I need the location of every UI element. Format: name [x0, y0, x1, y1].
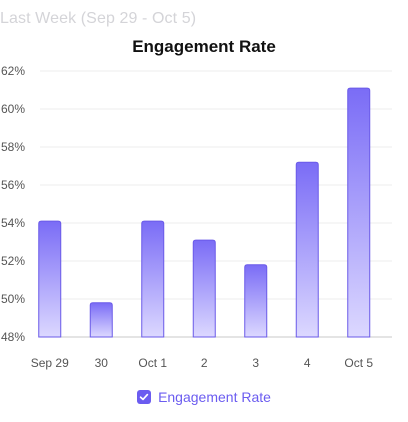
checkbox-checked-icon[interactable]	[137, 390, 152, 404]
x-tick-label: 2	[201, 356, 208, 370]
x-tick-label: 3	[252, 356, 259, 370]
y-tick-label: 56%	[1, 178, 25, 192]
y-tick-label: 52%	[1, 254, 25, 268]
x-tick-label: Oct 5	[344, 356, 373, 370]
y-tick-label: 60%	[1, 102, 25, 116]
legend: Engagement Rate	[0, 389, 408, 405]
chart-title: Engagement Rate	[132, 37, 276, 56]
x-tick-label: 30	[95, 356, 109, 370]
bar[interactable]	[295, 161, 319, 338]
legend-label[interactable]: Engagement Rate	[158, 389, 271, 405]
y-tick-label: 62%	[1, 64, 25, 78]
bar[interactable]	[347, 87, 371, 338]
y-axis: 48% 50% 52% 54% 56% 58% 60% 62%	[1, 64, 25, 344]
x-axis: Sep 29 30 Oct 1 2 3 4 Oct 5	[31, 356, 374, 370]
date-range-subtitle: Last Week (Sep 29 - Oct 5)	[0, 10, 197, 27]
bars	[38, 87, 371, 338]
y-tick-label: 50%	[1, 292, 25, 306]
bar[interactable]	[192, 239, 216, 338]
y-tick-label: 48%	[1, 330, 25, 344]
bar[interactable]	[141, 220, 165, 338]
y-tick-label: 58%	[1, 140, 25, 154]
x-tick-label: Oct 1	[138, 356, 167, 370]
gridlines	[40, 70, 392, 338]
x-tick-label: 4	[304, 356, 311, 370]
bar[interactable]	[89, 302, 113, 338]
y-tick-label: 54%	[1, 216, 25, 230]
x-tick-label: Sep 29	[31, 356, 69, 370]
bar[interactable]	[38, 220, 62, 338]
bar[interactable]	[244, 264, 268, 338]
